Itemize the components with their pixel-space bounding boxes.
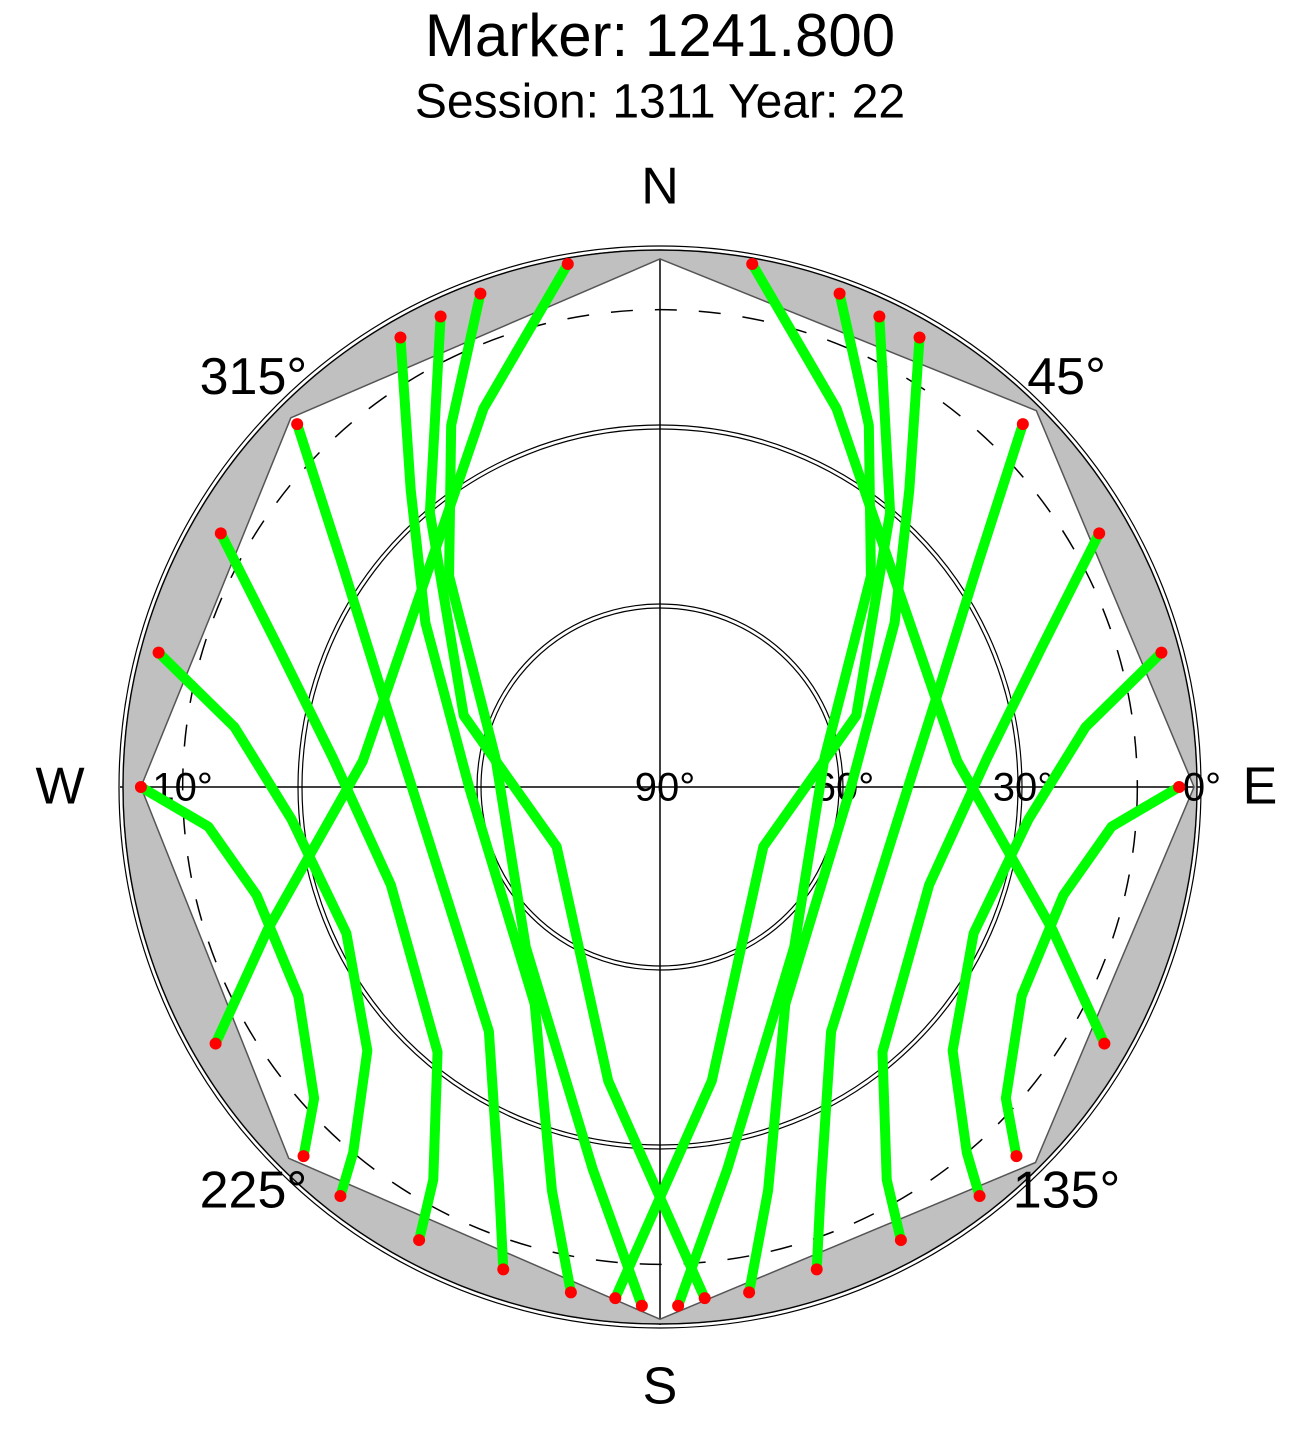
cardinal-label: S (643, 1358, 678, 1416)
elevation-ring (476, 603, 844, 971)
satellite-track (747, 259, 1110, 1049)
low-elevation-point (913, 331, 926, 344)
satellite-track (395, 332, 576, 1298)
elevation-ring (480, 607, 840, 967)
low-elevation-point (394, 331, 407, 344)
low-elevation-point (698, 1292, 711, 1305)
low-elevation-point (746, 258, 759, 271)
elevation-ring (297, 424, 1023, 1150)
low-elevation-point (1173, 781, 1186, 793)
low-elevation-point (334, 1190, 347, 1203)
low-elevation-point (609, 1292, 622, 1305)
low-elevation-point (1016, 418, 1029, 431)
low-elevation-point (297, 1150, 310, 1163)
low-elevation-point (209, 1037, 222, 1050)
low-elevation-point (434, 310, 447, 323)
elevation-ring (122, 249, 1198, 1325)
satellite-track (215, 528, 443, 1246)
cardinal-label: W (35, 758, 84, 816)
low-elevation-point (894, 1234, 907, 1247)
elevation-ring (118, 245, 1202, 1329)
low-elevation-point (474, 287, 487, 300)
satellite-track (292, 419, 509, 1275)
low-elevation-point (1093, 527, 1106, 540)
azimuth-label: 45° (1027, 348, 1106, 406)
low-elevation-point (214, 527, 227, 540)
low-elevation-point (291, 418, 304, 431)
low-elevation-point (833, 287, 846, 300)
low-elevation-point (413, 1234, 426, 1247)
satellite-track (424, 311, 710, 1304)
cardinal-label: E (1243, 758, 1278, 816)
azimuth-label: 225° (200, 1161, 308, 1219)
low-elevation-point (873, 310, 886, 323)
low-elevation-point (564, 1286, 577, 1299)
low-elevation-point (1098, 1037, 1111, 1050)
low-elevation-point (561, 258, 574, 271)
satellite-track (135, 782, 320, 1162)
chart-subtitle: Session: 1311 Year: 22 (415, 76, 905, 129)
azimuth-label: 135° (1013, 1161, 1121, 1219)
elevation-label: 90° (635, 766, 696, 810)
low-elevation-point (973, 1190, 986, 1203)
cardinal-label: N (641, 158, 679, 216)
azimuth-label: 315° (200, 348, 308, 406)
satellite-track (1000, 782, 1185, 1162)
low-elevation-point (1010, 1150, 1023, 1163)
low-elevation-point (1155, 646, 1168, 659)
low-elevation-point (810, 1263, 823, 1276)
satellite-track (744, 332, 925, 1298)
satellite-track (610, 311, 896, 1304)
satellite-track (811, 419, 1028, 1275)
low-elevation-point (134, 781, 147, 793)
satellite-track (210, 259, 573, 1049)
low-elevation-point (152, 646, 165, 659)
satellite-track (153, 647, 373, 1202)
dashed-ring (181, 308, 1139, 1266)
satellite-track (877, 528, 1105, 1246)
low-elevation-point (635, 1299, 648, 1312)
low-elevation-point (743, 1286, 756, 1299)
elevation-ring (301, 428, 1019, 1146)
chart-title: Marker: 1241.800 (425, 2, 895, 69)
satellite-track (947, 647, 1167, 1202)
low-elevation-point (672, 1299, 685, 1312)
low-elevation-point (497, 1263, 510, 1276)
elevation-label: 0° (1183, 766, 1221, 810)
